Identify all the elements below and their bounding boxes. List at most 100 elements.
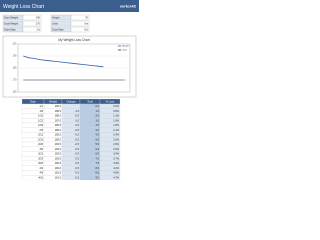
cell-text: -1.5 bbox=[75, 110, 80, 113]
cell-text: 7.0 bbox=[96, 157, 100, 160]
cell-text: 190.0 bbox=[55, 105, 62, 108]
brand: vertex42 bbox=[120, 4, 137, 9]
cell-text: 1.1% bbox=[113, 115, 119, 118]
cell-text: 6.5 bbox=[96, 153, 100, 156]
cell-text: 4.7% bbox=[113, 176, 119, 179]
cell-text: 3/12 bbox=[38, 153, 43, 156]
chart-title: My Weight Loss Chart bbox=[58, 38, 89, 42]
cell-text: 5.0 bbox=[96, 138, 100, 141]
input-value: 6/1 bbox=[84, 27, 88, 31]
input-label: Start Weight bbox=[4, 15, 19, 19]
cell-text: 187.0 bbox=[55, 119, 62, 122]
cell-text: 4.0 bbox=[96, 129, 100, 132]
cell-text: 2.4% bbox=[113, 134, 119, 137]
cell-text: 181.0 bbox=[55, 176, 62, 179]
input-value-cell bbox=[22, 26, 42, 33]
cell-text: 2.6% bbox=[113, 138, 119, 141]
cell-text: 0.0% bbox=[113, 105, 119, 108]
input-value-cell bbox=[70, 14, 90, 21]
cell-text: 4.2% bbox=[113, 167, 119, 170]
cell-text: 4.5 bbox=[96, 134, 100, 137]
y-tick-label: 160 bbox=[13, 91, 18, 94]
y-tick-label: 170 bbox=[13, 79, 18, 82]
title-bar bbox=[0, 0, 139, 12]
cell-text: 4.5% bbox=[113, 172, 119, 175]
cell-text: -0.5 bbox=[75, 143, 80, 146]
cell-text: 3/19 bbox=[38, 157, 43, 160]
cell-text: 185.0 bbox=[55, 138, 62, 141]
cell-text: 3.9% bbox=[113, 162, 119, 165]
cell-text: -0.5 bbox=[75, 148, 80, 151]
input-value-cell bbox=[70, 20, 90, 27]
input-label: Start Date bbox=[4, 27, 16, 31]
cell-text: 1/1 bbox=[40, 105, 44, 108]
input-value: 170 bbox=[36, 21, 41, 25]
page: Weight Loss Chart vertex42 Start Weight 1… bbox=[0, 0, 139, 180]
cell-text: 182.5 bbox=[55, 162, 62, 165]
cell-text: -0.5 bbox=[75, 134, 80, 137]
cell-text: 4/2 bbox=[40, 167, 44, 170]
column-header: Total bbox=[87, 99, 93, 103]
cell-text: 3.2% bbox=[113, 148, 119, 151]
input-value-cell bbox=[22, 20, 42, 27]
cell-text: 3.4% bbox=[113, 153, 119, 156]
input-value: 190 bbox=[36, 15, 41, 19]
cell-text: 2.0 bbox=[96, 115, 100, 118]
cell-text: 8.5 bbox=[96, 172, 100, 175]
cell-text: 188.5 bbox=[55, 110, 62, 113]
cell-text: 186.5 bbox=[55, 124, 62, 127]
table-cell bbox=[61, 103, 81, 109]
cell-text: 7.5 bbox=[96, 162, 100, 165]
cell-text: 6.0 bbox=[96, 148, 100, 151]
cell-text: -0.5 bbox=[75, 157, 80, 160]
cell-text: 1.5 bbox=[96, 110, 100, 113]
cell-text: 186.0 bbox=[55, 129, 62, 132]
legend-label: Goal bbox=[122, 50, 127, 52]
cell-text: -0.5 bbox=[75, 162, 80, 165]
cell-text: 4/9 bbox=[40, 172, 44, 175]
column-header: % Loss bbox=[106, 99, 115, 103]
cell-text: 8.0 bbox=[96, 167, 100, 170]
input-value: 70 bbox=[85, 15, 88, 19]
cell-text: 188.0 bbox=[55, 115, 62, 118]
column-header: Change bbox=[66, 99, 76, 103]
cell-text: 1.6% bbox=[113, 119, 119, 122]
input-value: 1/1 bbox=[36, 27, 40, 31]
cell-text: -0.5 bbox=[75, 115, 80, 118]
input-label: Goal Weight bbox=[4, 21, 19, 25]
cell-text: 5.5 bbox=[96, 143, 100, 146]
cell-text: 183.5 bbox=[55, 153, 62, 156]
cell-text: 3.0 bbox=[96, 119, 100, 122]
cell-text: 2/5 bbox=[40, 129, 44, 132]
chart-frame bbox=[2, 35, 137, 98]
cell-text: 1/15 bbox=[38, 115, 43, 118]
cell-text: 2/12 bbox=[38, 134, 43, 137]
input-value-cell bbox=[22, 14, 42, 21]
input-label: Height bbox=[52, 15, 60, 19]
cell-text: 2/19 bbox=[38, 138, 43, 141]
table-cell bbox=[99, 175, 121, 180]
cell-text: 185.5 bbox=[55, 134, 62, 137]
cell-text: -0.5 bbox=[75, 176, 80, 179]
cell-text: 1/22 bbox=[38, 119, 43, 122]
input-value-cell bbox=[70, 26, 90, 33]
column-header: Date bbox=[30, 99, 36, 103]
cell-text: -0.5 bbox=[75, 124, 80, 127]
input-label: Units bbox=[52, 21, 59, 25]
cell-text: 3/26 bbox=[38, 162, 43, 165]
input-value: lbs bbox=[85, 21, 89, 25]
series-line bbox=[23, 55, 104, 68]
cell-text: 2/26 bbox=[38, 143, 43, 146]
cell-text: 9.0 bbox=[96, 176, 100, 179]
cell-text: 183.0 bbox=[55, 157, 62, 160]
cell-text: 182.0 bbox=[55, 167, 62, 170]
legend-label: Weight bbox=[122, 45, 129, 48]
cell-text: 3/5 bbox=[40, 148, 44, 151]
cell-text: -0.5 bbox=[75, 172, 80, 175]
y-tick-label: 180 bbox=[13, 67, 18, 70]
cell-text: 181.5 bbox=[55, 172, 62, 175]
cell-text: -0.5 bbox=[75, 129, 80, 132]
cell-text: 0.8% bbox=[113, 110, 119, 113]
cell-text: 184.0 bbox=[55, 148, 62, 151]
cell-text: -0.5 bbox=[75, 138, 80, 141]
